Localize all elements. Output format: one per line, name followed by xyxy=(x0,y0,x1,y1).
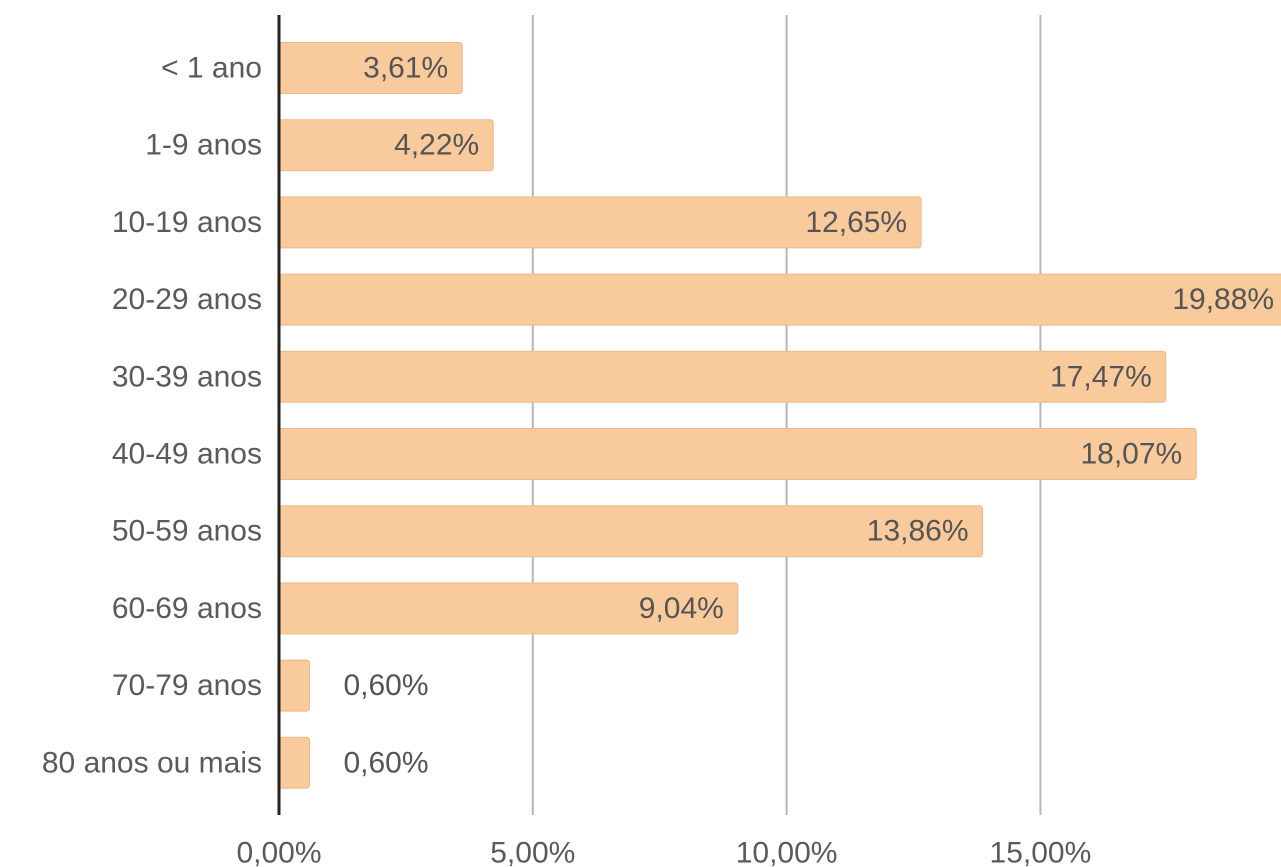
data-label-9: 0,60% xyxy=(343,746,428,779)
category-label-5: 40-49 anos xyxy=(112,438,262,471)
category-label-7: 60-69 anos xyxy=(112,592,262,625)
x-tick-label-2: 10,00% xyxy=(736,837,838,867)
data-label-4: 17,47% xyxy=(1050,360,1152,393)
category-label-2: 10-19 anos xyxy=(112,206,262,239)
category-label-6: 50-59 anos xyxy=(112,515,262,548)
data-label-3: 19,88% xyxy=(1172,283,1274,316)
category-label-4: 30-39 anos xyxy=(112,360,262,393)
data-label-1: 4,22% xyxy=(394,129,479,162)
data-label-0: 3,61% xyxy=(363,52,448,85)
bar-3 xyxy=(278,273,1281,326)
bar-5 xyxy=(278,428,1197,480)
category-label-8: 70-79 anos xyxy=(112,669,262,702)
data-label-5: 18,07% xyxy=(1080,438,1182,471)
bar-4 xyxy=(278,350,1167,403)
x-tick-label-3: 15,00% xyxy=(990,837,1092,867)
data-label-7: 9,04% xyxy=(639,592,724,625)
x-tick-label-0: 0,00% xyxy=(236,837,321,867)
data-label-2: 12,65% xyxy=(805,206,907,239)
category-label-3: 20-29 anos xyxy=(112,283,262,316)
data-label-6: 13,86% xyxy=(867,515,969,548)
category-label-1: 1-9 anos xyxy=(145,129,262,162)
category-label-0: < 1 ano xyxy=(161,52,262,85)
bar-8 xyxy=(278,659,310,712)
bars xyxy=(278,42,1281,789)
x-tick-label-1: 5,00% xyxy=(490,837,575,867)
bar-9 xyxy=(278,736,310,789)
category-label-9: 80 anos ou mais xyxy=(42,746,262,779)
gridlines xyxy=(531,15,1042,815)
data-label-8: 0,60% xyxy=(343,669,428,702)
labels: < 1 ano 3,61% 1-9 anos 4,22% 10-19 anos 12,65… xyxy=(42,52,1274,867)
